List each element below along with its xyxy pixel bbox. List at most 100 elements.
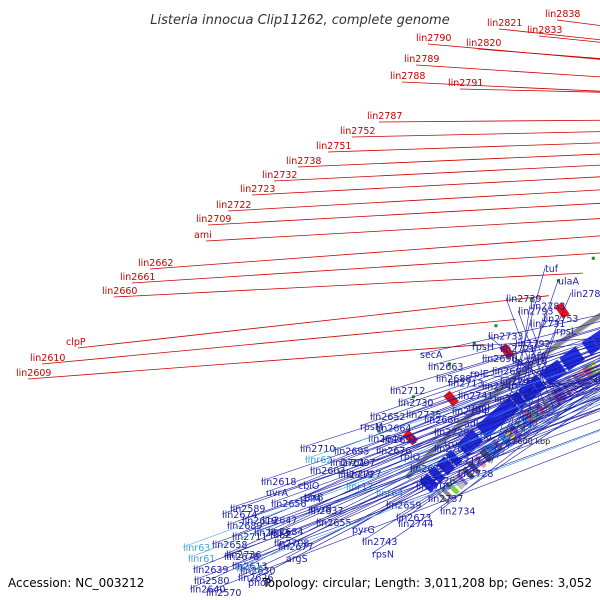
outer-gene-label: lin2732 [262, 170, 297, 181]
inner-label-leader [241, 397, 600, 521]
inner-label-leader [419, 375, 600, 481]
inner-gene-label: lin2728 [458, 469, 493, 480]
inner-gene-label: argS [286, 554, 308, 565]
feature-marker [529, 297, 533, 301]
cog-feature [451, 474, 467, 490]
feature-marker [447, 362, 451, 366]
inner-gene-label: lin2712 [390, 386, 425, 397]
inner-label-leader [261, 378, 600, 520]
outer-label-leader [415, 64, 600, 78]
inner-label-leader [514, 342, 526, 434]
inner-gene-label: lin2733 [488, 332, 523, 343]
outer-label-leader [273, 164, 600, 182]
inner-label-leader [211, 407, 600, 545]
inner-label-leader [427, 377, 600, 499]
inner-label-leader [253, 408, 600, 533]
inner-label-leader [187, 401, 600, 559]
reverse-gene [554, 302, 570, 319]
inner-label-leader [405, 341, 600, 415]
forward-gene [590, 329, 600, 350]
inner-gene-label: lin2793 [518, 307, 553, 318]
inner-label-leader [231, 396, 600, 537]
inner-label-leader [205, 440, 600, 593]
inner-gene-label: lin2626 [238, 573, 273, 584]
feature-marker [472, 341, 476, 345]
inner-label-leader [297, 365, 600, 486]
feature-marker [494, 324, 498, 328]
backbone-ring [404, 312, 600, 480]
inner-label-leader [389, 327, 600, 391]
inner-gene-label: lin2652 [370, 412, 405, 423]
inner-gene-label: lin2675 [410, 464, 445, 475]
outer-label-leader [297, 153, 600, 168]
inner-gene-label: lin2647 [262, 516, 297, 527]
cog-feature [498, 432, 512, 447]
inner-gene-label: lin2570 [206, 588, 241, 599]
inner-gene-label: linr62 [305, 455, 332, 466]
inner-gene-label: lin2613 [232, 562, 267, 573]
inner-label-leader [239, 388, 600, 571]
inner-gene-label: lin2639 [193, 565, 228, 576]
inner-gene-label: lin2744 [398, 519, 433, 530]
outer-label-leader [41, 319, 516, 365]
inner-label-leader [229, 386, 600, 509]
cog-feature [437, 492, 450, 505]
outer-label-leader [207, 202, 600, 226]
inner-gene-label: lin2655 [316, 518, 351, 529]
inner-label-leader [237, 408, 600, 578]
inner-gene-label: lin2656 [271, 499, 306, 510]
outer-label-leader [556, 19, 600, 26]
outer-gene-label: lin2723 [240, 184, 275, 195]
inner-gene-label: lin2678 [224, 552, 259, 563]
outer-label-leader [378, 119, 600, 123]
inner-label-leader [439, 382, 600, 511]
outer-label-leader [27, 344, 484, 380]
outer-gene-label: lin2609 [16, 368, 51, 379]
inner-gene-label: lin2794 [452, 407, 487, 418]
outer-label-leader [227, 189, 600, 212]
inner-gene-label: rplO [400, 452, 420, 463]
reverse-gene [402, 429, 419, 446]
inner-label-leader [221, 379, 600, 515]
inner-gene-label: lin2710 [300, 444, 335, 455]
inner-label-leader [339, 360, 600, 463]
inner-label-leader [285, 393, 600, 559]
inner-gene-label: rpsH [472, 342, 494, 353]
inner-gene-label: secA [420, 350, 443, 361]
inner-label-leader [381, 355, 600, 440]
outer-gene-label: lin2752 [340, 126, 375, 137]
outer-label-leader [113, 272, 583, 298]
inner-gene-label: rpsL [556, 327, 577, 338]
inner-gene-label: lin2739 [506, 294, 541, 305]
inner-gene-label: lin2674 [222, 510, 257, 521]
inner-gene-label: lin2658 [212, 540, 247, 551]
inner-label-leader [359, 339, 600, 427]
inner-label-leader [451, 374, 600, 411]
outer-label-leader [327, 142, 600, 153]
inner-gene-label: lin2786 [571, 289, 600, 300]
outer-gene-label: lin2662 [138, 258, 173, 269]
inner-gene-label: linr61 [188, 554, 215, 565]
inner-gene-label: lin2688 [436, 374, 471, 385]
outer-gene-label: clpP [66, 337, 86, 348]
inner-gene-label: lin2580 [194, 576, 229, 587]
outer-gene-label: lin2738 [286, 156, 321, 167]
outer-label-leader [149, 235, 600, 270]
inner-label-leader [270, 382, 600, 504]
inner-gene-label: ulaA [558, 277, 579, 288]
map-title: Listeria innocua Clip11262, complete gen… [150, 13, 449, 28]
outer-label-leader [205, 218, 600, 242]
inner-gene-label: lin2603 [310, 466, 345, 477]
inner-gene-label: truA [444, 440, 465, 451]
inner-label-leader [273, 395, 600, 543]
inner-gene-label: rpsN [372, 549, 394, 560]
inner-gene-label: lin2684 [268, 527, 303, 538]
inner-gene-label: linr63 [183, 543, 210, 554]
outer-label-leader [538, 35, 600, 43]
inner-label-leader [247, 397, 600, 583]
inner-label-leader [193, 429, 600, 581]
inner-label-leader [267, 386, 600, 532]
inner-label-leader [299, 351, 600, 449]
